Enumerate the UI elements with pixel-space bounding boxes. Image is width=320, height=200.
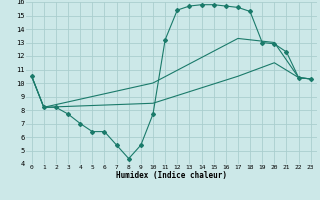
X-axis label: Humidex (Indice chaleur): Humidex (Indice chaleur) [116, 171, 227, 180]
